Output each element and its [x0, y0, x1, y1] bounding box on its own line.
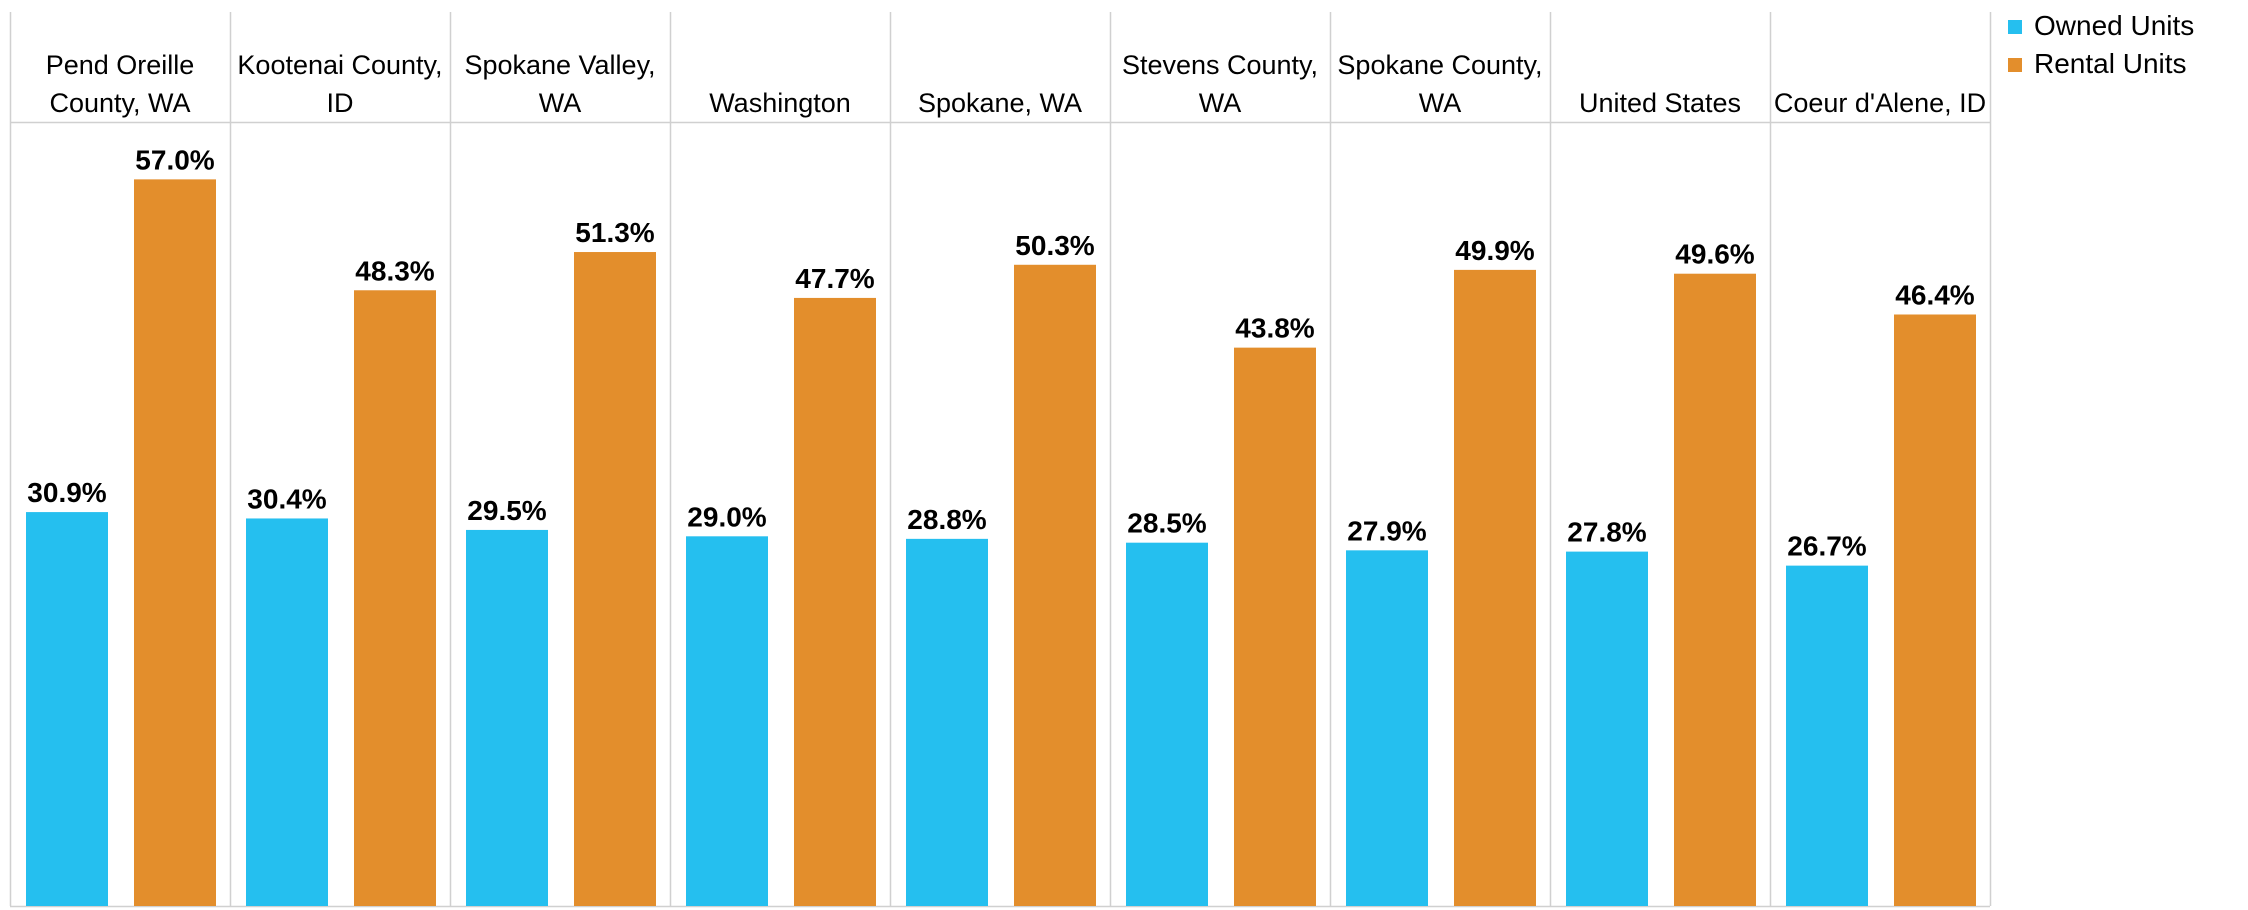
- panel-grid: [9, 12, 1992, 908]
- owned-units-value-label: 30.9%: [27, 477, 106, 508]
- owned-units-bar: [1566, 551, 1648, 906]
- rental-units-bar: [574, 252, 656, 906]
- owned-units-value-label: 28.5%: [1127, 508, 1206, 539]
- owned-units-bar: [1786, 565, 1868, 906]
- category-label-line: Spokane County,: [1337, 50, 1542, 80]
- category-headers: Pend Oreille County, WA Kootenai County, ID…: [46, 50, 1986, 118]
- owned-units-value-label: 26.7%: [1787, 531, 1866, 562]
- owned-units-value-label: 27.9%: [1347, 515, 1426, 546]
- category-label-line: Washington: [709, 88, 851, 118]
- legend-label-rental: Rental Units: [2034, 48, 2187, 79]
- category-label-line: WA: [539, 88, 582, 118]
- owned-units-bar: [906, 538, 988, 906]
- owned-units-bar: [466, 529, 548, 906]
- owned-units-bar: [26, 512, 108, 906]
- category-label-line: Stevens County,: [1122, 50, 1318, 80]
- rental-units-bar: [1674, 273, 1756, 906]
- owned-units-bar: [1126, 542, 1208, 906]
- owned-units-bar: [1346, 550, 1428, 906]
- category-label-line: ID: [327, 88, 354, 118]
- rental-units-value-label: 51.3%: [575, 217, 654, 248]
- rental-units-bar: [134, 179, 216, 907]
- rental-units-bar: [1234, 347, 1316, 906]
- rental-units-bar: [1894, 314, 1976, 906]
- owned-units-value-label: 29.5%: [467, 495, 546, 526]
- bars: [26, 179, 1976, 907]
- rental-units-value-label: 57.0%: [135, 144, 214, 175]
- rental-units-value-label: 48.3%: [355, 255, 434, 286]
- legend-swatch-owned: [2008, 20, 2022, 34]
- category-label-line: Pend Oreille: [46, 50, 195, 80]
- legend: Owned Units Rental Units: [2008, 10, 2194, 79]
- rental-units-value-label: 49.9%: [1455, 235, 1534, 266]
- rental-units-bar: [354, 290, 436, 906]
- rental-units-value-label: 49.6%: [1675, 239, 1754, 270]
- owned-units-value-label: 30.4%: [247, 483, 326, 514]
- owned-units-bar: [686, 536, 768, 906]
- category-label-line: Spokane Valley,: [464, 50, 655, 80]
- legend-label-owned: Owned Units: [2034, 10, 2194, 41]
- rental-units-value-label: 43.8%: [1235, 313, 1314, 344]
- value-labels: 30.9% 30.4% 29.5% 29.0% 28.8% 28.5% 27.9% 27.8%…: [27, 144, 1974, 561]
- rental-units-value-label: 47.7%: [795, 263, 874, 294]
- rental-units-bar: [1454, 269, 1536, 906]
- category-label-line: United States: [1579, 88, 1741, 118]
- rental-units-bar: [794, 297, 876, 906]
- rental-units-bar: [1014, 264, 1096, 906]
- category-label-line: Spokane, WA: [918, 88, 1082, 118]
- owned-units-value-label: 27.8%: [1567, 517, 1646, 548]
- category-label-line: Coeur d'Alene, ID: [1774, 88, 1986, 118]
- rental-units-value-label: 50.3%: [1015, 230, 1094, 261]
- category-label-line: Kootenai County,: [237, 50, 442, 80]
- category-label-line: WA: [1419, 88, 1462, 118]
- legend-swatch-rental: [2008, 58, 2022, 72]
- category-label-line: County, WA: [49, 88, 190, 118]
- owned-units-value-label: 28.8%: [907, 504, 986, 535]
- owned-units-value-label: 29.0%: [687, 501, 766, 532]
- rental-units-value-label: 46.4%: [1895, 279, 1974, 310]
- owned-units-bar: [246, 518, 328, 906]
- category-label-line: WA: [1199, 88, 1242, 118]
